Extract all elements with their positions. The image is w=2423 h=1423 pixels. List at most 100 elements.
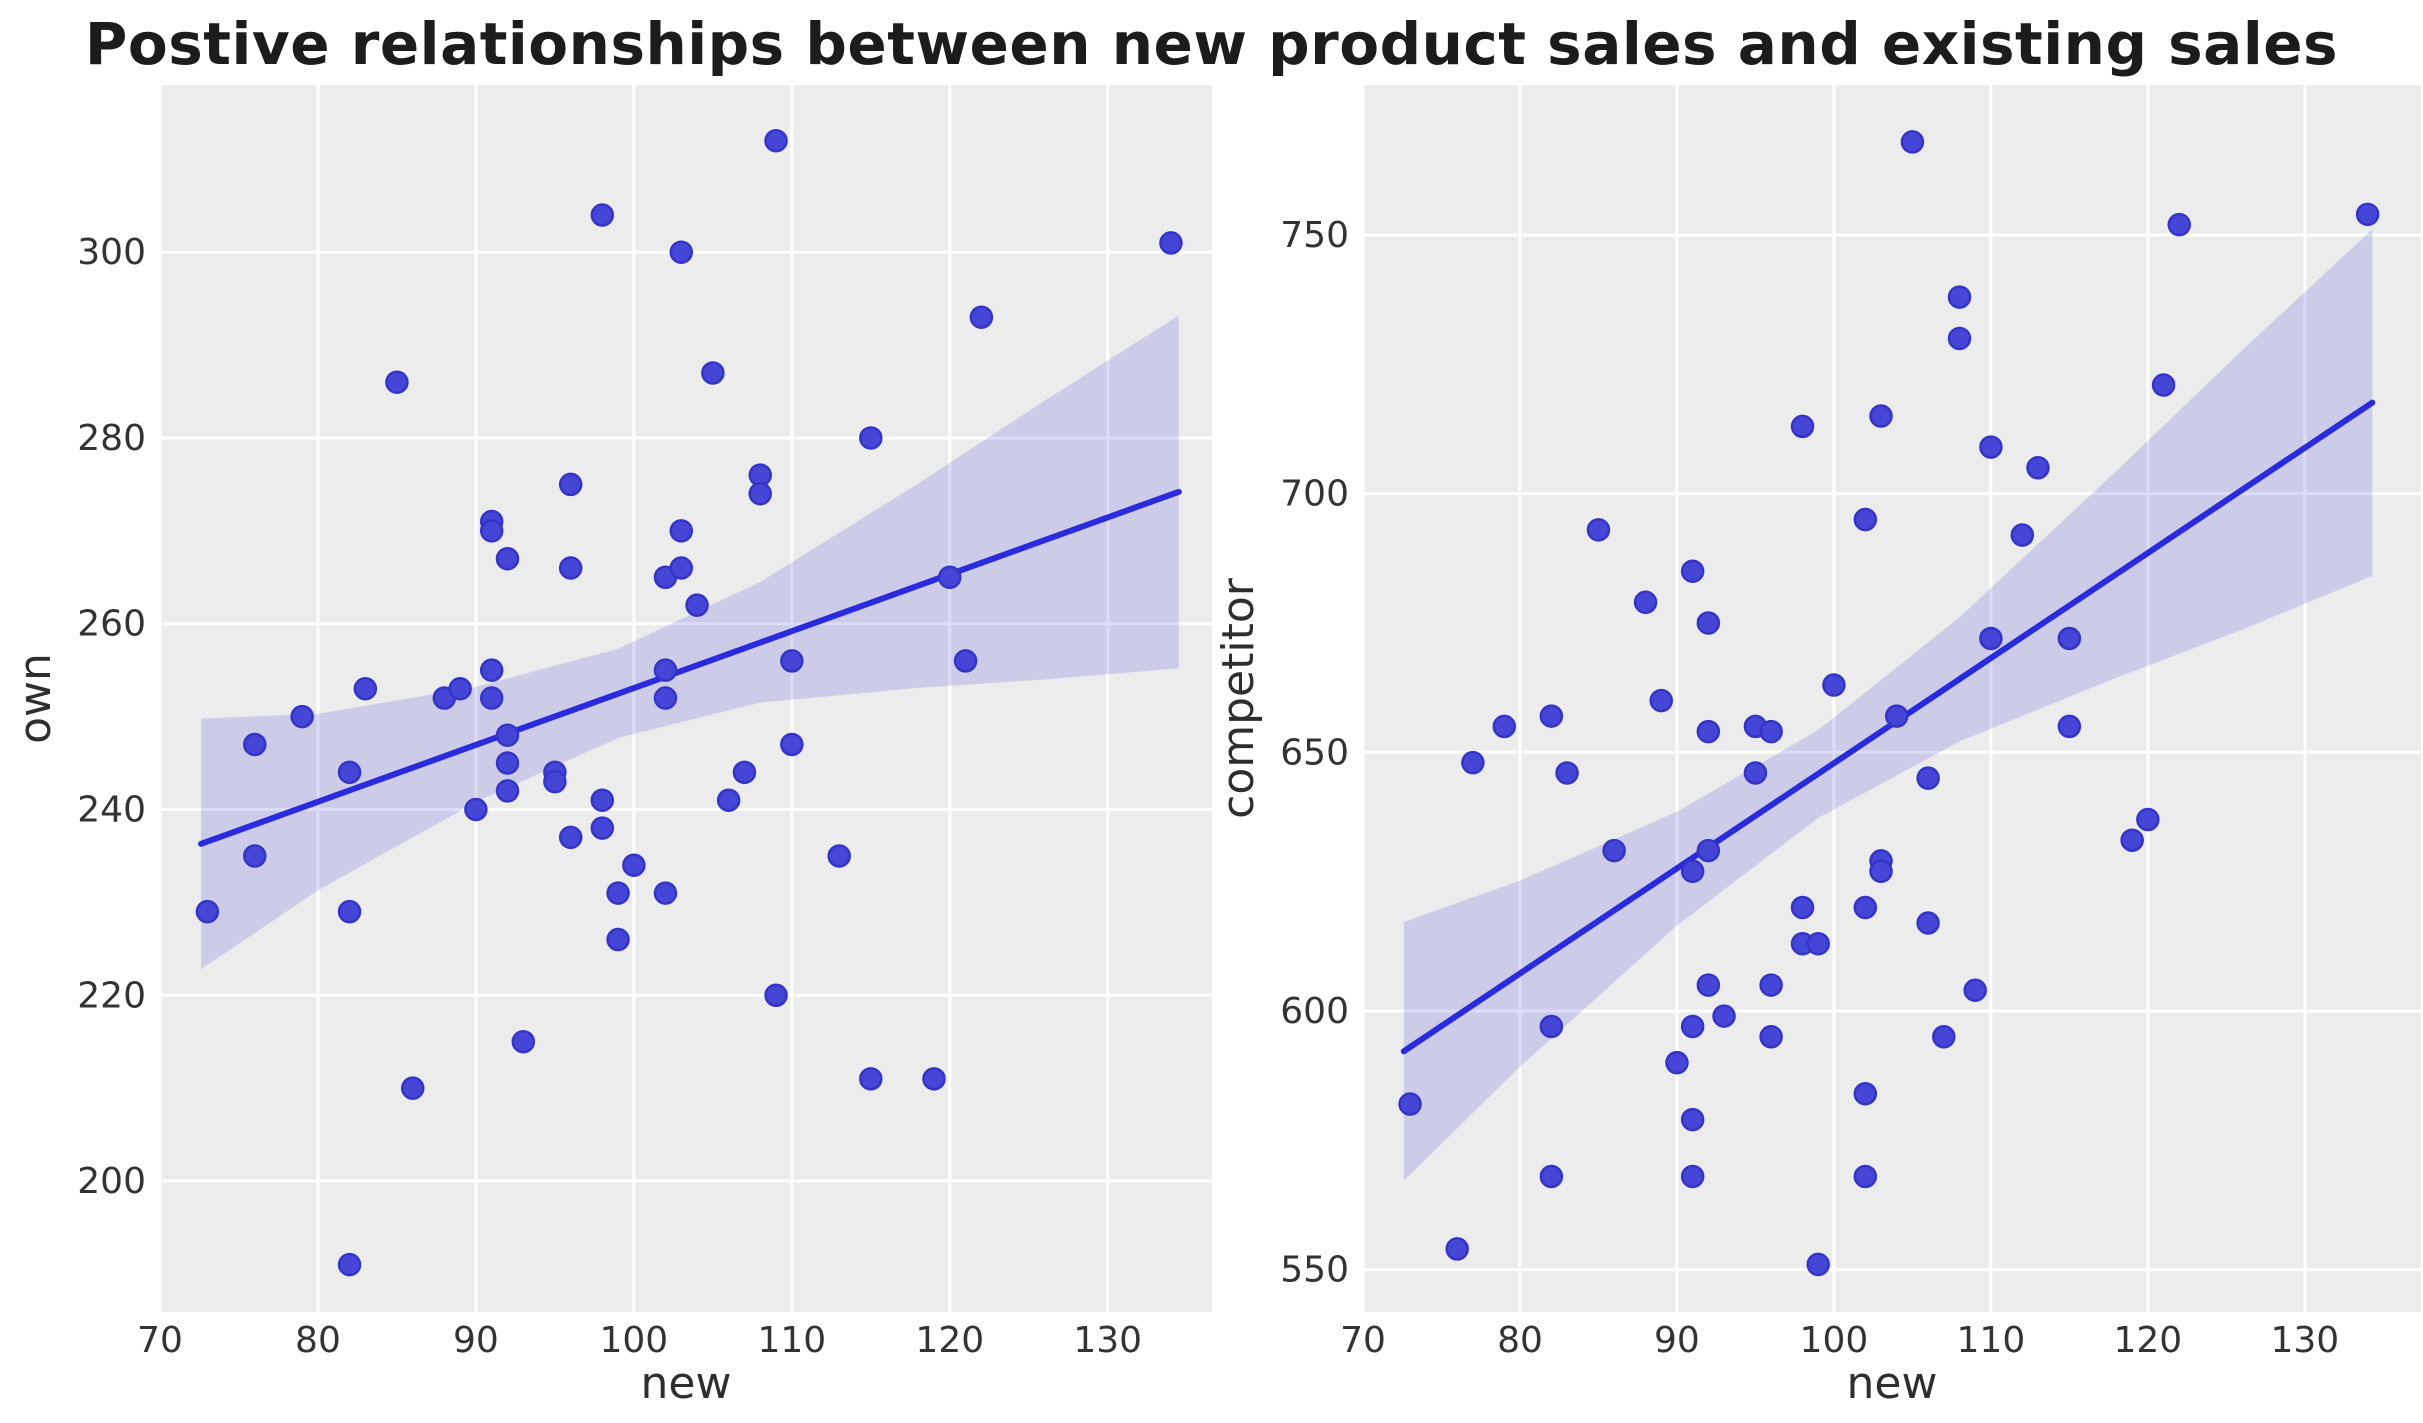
data-point — [859, 426, 883, 450]
data-point — [1947, 285, 1972, 309]
data-point — [953, 649, 978, 673]
data-point — [2010, 523, 2035, 547]
data-point — [1539, 1164, 1564, 1189]
regression-line — [198, 488, 1182, 847]
data-point — [716, 788, 741, 812]
data-point — [1712, 1004, 1736, 1028]
data-point — [1806, 931, 1830, 956]
data-point — [1790, 414, 1815, 439]
data-point — [827, 844, 851, 868]
data-point — [764, 128, 788, 153]
data-point — [1159, 231, 1183, 255]
data-point — [2151, 373, 2176, 397]
data-point — [1539, 1014, 1564, 1039]
data-point — [495, 751, 520, 775]
x-tick-label: 130 — [1073, 1320, 1142, 1361]
data-point — [1602, 838, 1626, 863]
data-point — [1822, 673, 1846, 697]
data-point — [511, 1029, 536, 1054]
data-point — [1916, 766, 1940, 790]
data-point — [1696, 973, 1721, 997]
data-point — [1680, 859, 1705, 884]
data-point — [1806, 1252, 1830, 1277]
y-tick-label: 220 — [77, 975, 146, 1016]
data-point — [2136, 807, 2160, 832]
y-axis-label: competitor — [1213, 577, 1264, 819]
data-point — [1853, 1081, 1878, 1106]
data-point — [337, 760, 362, 785]
data-point — [1743, 761, 1768, 785]
data-point — [495, 546, 520, 571]
data-point — [590, 816, 615, 840]
data-point — [1665, 1050, 1689, 1075]
data-point — [495, 723, 520, 747]
data-point — [1555, 761, 1579, 785]
data-point — [622, 853, 646, 877]
panel-competitor: 70 80 90 100 110 120 130 550 600 650 700 750 new comp… — [1213, 85, 2421, 1409]
data-point — [1680, 1164, 1705, 1189]
data-point — [1633, 590, 1658, 615]
data-point — [1790, 895, 1815, 920]
data-point — [1492, 714, 1517, 739]
data-point — [732, 760, 757, 785]
data-point — [1696, 838, 1721, 863]
data-point — [1680, 1107, 1705, 1132]
data-point — [479, 686, 504, 710]
data-point — [2120, 828, 2144, 852]
data-point — [1445, 1237, 1469, 1261]
confidence-band — [1403, 229, 2373, 1181]
data-point — [1947, 326, 1972, 351]
x-tick-label: 120 — [915, 1320, 984, 1361]
data-point — [1932, 1025, 1956, 1049]
data-point — [1680, 1014, 1705, 1039]
data-point — [385, 370, 409, 394]
data-point — [2057, 714, 2082, 739]
data-point — [669, 240, 694, 264]
data-point — [1680, 559, 1705, 583]
data-point — [479, 519, 504, 543]
data-point — [558, 825, 583, 850]
data-point — [969, 305, 994, 329]
figure-title: Postive relationships between new produc… — [84, 10, 2339, 78]
x-tick-label: 110 — [1957, 1320, 2026, 1361]
data-point — [938, 565, 962, 590]
x-tick-label: 90 — [1654, 1320, 1700, 1361]
data-point — [448, 676, 472, 701]
data-point — [1759, 719, 1783, 744]
data-point — [1979, 626, 2003, 651]
data-point — [243, 732, 267, 757]
data-point — [353, 676, 378, 701]
panel-own: 70 80 90 100 110 120 130 200 220 240 260 280 300 new o… — [10, 85, 1212, 1409]
y-tick-label: 750 — [1280, 215, 1349, 256]
data-point — [653, 881, 678, 905]
data-point — [701, 361, 725, 385]
data-point — [558, 472, 583, 497]
data-point — [243, 844, 267, 868]
y-tick-label: 550 — [1280, 1250, 1349, 1291]
x-axis-label: new — [641, 1358, 732, 1409]
y-tick-label: 700 — [1280, 474, 1349, 515]
data-point — [2026, 456, 2050, 480]
data-point — [590, 203, 615, 227]
x-tick-label: 130 — [2270, 1320, 2339, 1361]
x-tick-label: 70 — [1340, 1320, 1386, 1361]
data-point — [1853, 507, 1878, 532]
data-point — [543, 769, 567, 794]
y-tick-label: 260 — [77, 604, 146, 645]
y-axis-label: own — [10, 653, 61, 744]
data-point — [1979, 435, 2003, 459]
data-point — [606, 927, 630, 952]
data-point — [1759, 973, 1783, 997]
data-point — [400, 1076, 425, 1100]
data-point — [2167, 212, 2192, 237]
data-point — [1853, 895, 1878, 920]
y-tick-label: 600 — [1280, 991, 1349, 1032]
data-point — [495, 779, 520, 803]
data-point — [2057, 626, 2082, 651]
y-tick-label: 200 — [77, 1161, 146, 1202]
plot-background — [160, 85, 1212, 1312]
y-tick-label: 280 — [77, 418, 146, 459]
data-point — [1916, 911, 1940, 935]
data-point — [590, 788, 615, 812]
